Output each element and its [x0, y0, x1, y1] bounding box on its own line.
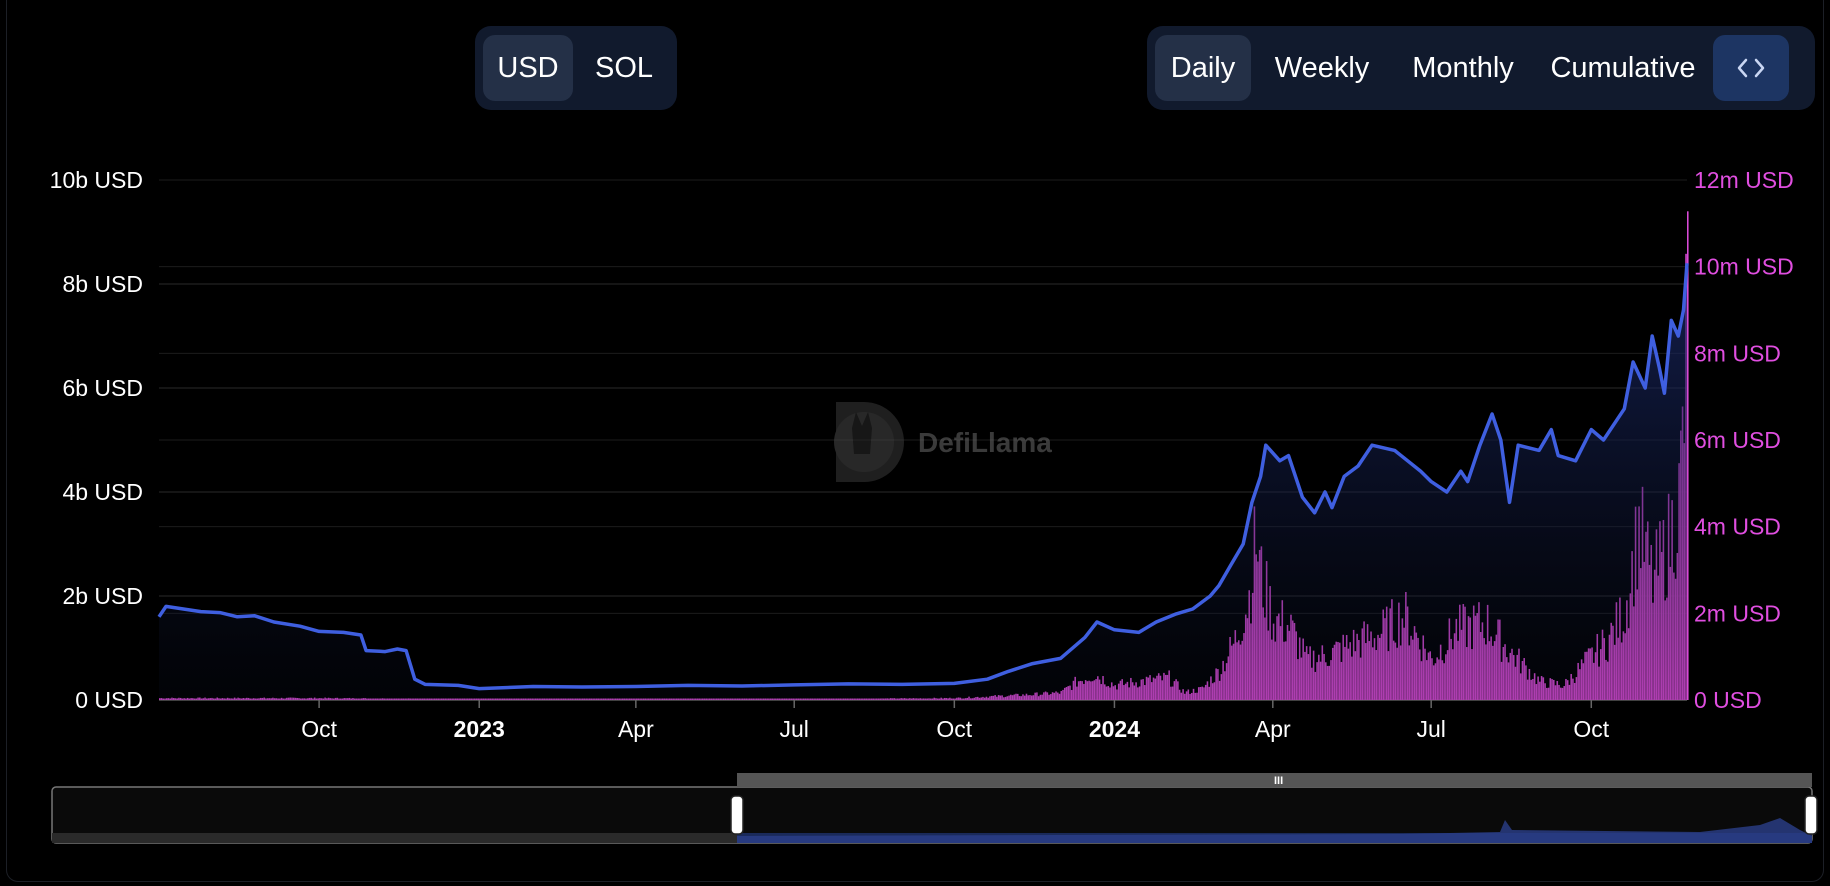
x-tick-label: Jul — [780, 716, 809, 742]
x-axis: Oct 2023 Apr Jul Oct 2024 Apr Jul Oct — [301, 700, 1610, 742]
x-tick-label: Oct — [936, 716, 972, 742]
cumulative-button[interactable]: Cumulative — [1550, 51, 1696, 84]
x-tick-label: Apr — [1255, 716, 1291, 742]
slider-grip[interactable]: III — [1274, 775, 1283, 787]
x-tick-label: Apr — [618, 716, 654, 742]
slider-unselected-fill — [52, 833, 737, 843]
left-tick-label: 2b USD — [62, 583, 143, 609]
slider-drag-bar[interactable] — [737, 773, 1812, 787]
watermark-text: DefiLlama — [918, 427, 1052, 458]
slider-left-handle[interactable] — [730, 795, 744, 835]
slider-preview — [737, 818, 1812, 843]
right-tick-label: 4m USD — [1694, 514, 1781, 540]
right-tick-label: 0 USD — [1694, 687, 1762, 713]
right-tick-label: 10m USD — [1694, 254, 1794, 280]
right-tick-label: 6m USD — [1694, 427, 1781, 453]
x-tick-label: 2023 — [454, 716, 505, 742]
daily-button[interactable]: Daily — [1155, 35, 1251, 101]
right-tick-label: 12m USD — [1694, 167, 1794, 193]
left-tick-label: 10b USD — [50, 167, 143, 193]
x-tick-label: Oct — [301, 716, 337, 742]
x-tick-label: Jul — [1416, 716, 1445, 742]
slider-right-handle[interactable] — [1804, 795, 1818, 835]
range-slider[interactable]: III — [51, 773, 1818, 844]
embed-code-icon — [1737, 58, 1765, 78]
period-toggle: Daily Weekly Monthly Cumulative — [1147, 26, 1815, 110]
left-tick-label: 8b USD — [62, 271, 143, 297]
monthly-button[interactable]: Monthly — [1412, 51, 1514, 84]
right-axis: 0 USD 2m USD 4m USD 6m USD 8m USD 10m USD 12m … — [1694, 167, 1794, 713]
tvl-area — [159, 263, 1687, 700]
left-axis: 0 USD 2b USD 4b USD 6b USD 8b USD 10b USD — [50, 167, 143, 713]
tvl-line — [157, 263, 1689, 691]
code-brackets-icon[interactable] — [1713, 35, 1789, 101]
right-tick-label: 8m USD — [1694, 340, 1781, 366]
right-tick-label: 2m USD — [1694, 600, 1781, 626]
fee-bar — [1687, 211, 1689, 700]
left-tick-label: 0 USD — [75, 687, 143, 713]
sol-button[interactable]: SOL — [594, 51, 654, 84]
usd-button[interactable]: USD — [483, 35, 573, 101]
x-tick-label: 2024 — [1089, 716, 1140, 742]
defillama-watermark: DefiLlama — [834, 402, 1052, 482]
x-tick-label: Oct — [1573, 716, 1609, 742]
chart-card — [6, 0, 1824, 882]
left-tick-label: 6b USD — [62, 375, 143, 401]
currency-toggle: USD SOL — [475, 26, 677, 110]
left-tick-label: 4b USD — [62, 479, 143, 505]
weekly-button[interactable]: Weekly — [1274, 51, 1370, 84]
